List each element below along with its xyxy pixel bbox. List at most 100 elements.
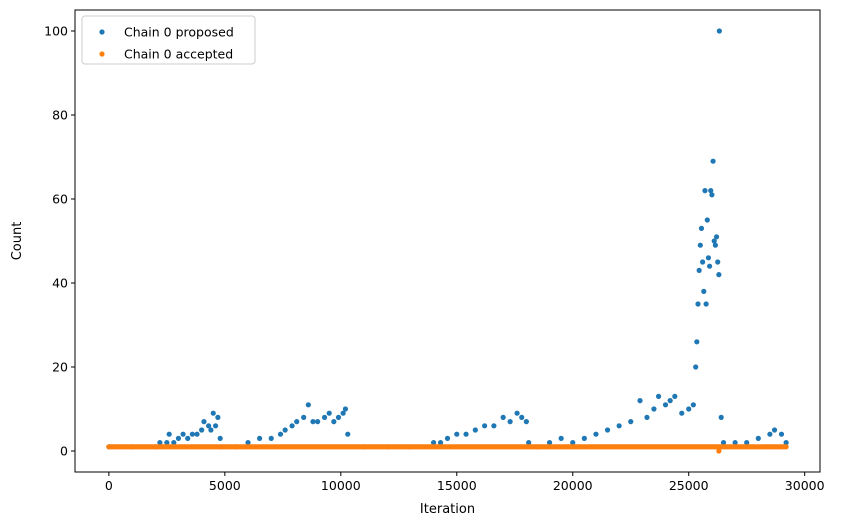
data-point-proposed (662, 402, 669, 408)
data-point-proposed (289, 423, 295, 429)
data-point-proposed (686, 406, 692, 412)
data-point-proposed (705, 255, 712, 261)
data-point-proposed (210, 410, 216, 416)
data-point-proposed (437, 440, 444, 446)
data-point-proposed (454, 431, 460, 437)
legend-marker (99, 29, 105, 35)
data-point-proposed (712, 242, 718, 248)
data-point-proposed (708, 188, 714, 194)
data-point-proposed (345, 431, 351, 437)
data-point-proposed (294, 419, 300, 425)
data-point-proposed (644, 414, 650, 420)
data-point-proposed (706, 263, 713, 269)
plot-frame (74, 9, 821, 473)
data-point-proposed (212, 423, 219, 429)
data-point-proposed (430, 440, 437, 446)
data-point-proposed (164, 440, 170, 446)
data-point-proposed (710, 158, 716, 164)
y-tick-label: 60 (52, 192, 68, 207)
data-point-proposed (702, 188, 708, 194)
y-tick-label: 0 (60, 444, 68, 459)
data-point-proposed (180, 431, 186, 437)
data-point-proposed (711, 238, 717, 244)
data-point-proposed (257, 435, 263, 441)
data-point-proposed (194, 431, 200, 437)
data-point-proposed (704, 217, 710, 223)
y-axis-label: Count (10, 222, 25, 261)
data-point-proposed (713, 234, 720, 240)
data-point-proposed (321, 414, 328, 420)
data-point-proposed (157, 440, 163, 446)
data-point-proposed (700, 259, 706, 265)
data-point-proposed (616, 423, 622, 429)
data-point-proposed (185, 435, 191, 441)
y-tick-label: 80 (52, 108, 68, 123)
data-point-proposed (716, 272, 722, 278)
data-point-proposed (482, 423, 488, 429)
data-point-proposed (697, 242, 703, 248)
data-point-proposed (268, 435, 274, 441)
x-axis-label: Iteration (420, 502, 475, 517)
data-point-proposed (778, 431, 785, 437)
data-point-proposed (667, 398, 673, 404)
data-point-proposed (755, 435, 761, 441)
data-point-proposed (679, 410, 685, 416)
plot-area (106, 28, 789, 454)
data-point-proposed (744, 440, 750, 446)
series-accepted (106, 444, 789, 454)
data-point-proposed (732, 440, 738, 446)
x-tick-label: 10000 (321, 478, 361, 493)
data-point-proposed (171, 440, 177, 446)
x-tick-label: 30000 (785, 478, 825, 493)
data-point-proposed (709, 192, 715, 198)
data-point-proposed (655, 393, 662, 399)
data-point-proposed (315, 419, 321, 425)
data-point-proposed (491, 423, 497, 429)
data-point-proposed (201, 419, 207, 425)
data-point-proposed (282, 427, 288, 433)
data-point-proposed (698, 225, 705, 231)
data-point-proposed (507, 419, 513, 425)
data-point-proposed (771, 427, 778, 433)
data-point-proposed (637, 398, 643, 404)
data-point-proposed (342, 406, 349, 412)
data-point-proposed (767, 431, 773, 437)
axes: 0 5000 10000 15000 20000 25000 30000 0 20 40 60 80 1… (10, 9, 825, 517)
legend: Chain 0 proposed Chain 0 accepted (81, 15, 256, 65)
y-tick-label: 40 (52, 276, 68, 291)
data-point-proposed (208, 427, 214, 433)
data-point-proposed (651, 406, 657, 412)
data-point-proposed (472, 427, 478, 433)
data-point-proposed (581, 435, 587, 441)
x-tick-label: 25000 (669, 478, 709, 493)
data-point-proposed (526, 440, 532, 446)
legend-label: Chain 0 proposed (124, 25, 234, 40)
legend-label: Chain 0 accepted (124, 47, 233, 62)
data-point-proposed (593, 431, 599, 437)
data-point-proposed (716, 28, 722, 34)
data-point-proposed (694, 339, 700, 345)
y-tick-label: 100 (44, 24, 68, 39)
data-point-proposed (628, 419, 634, 425)
data-point-proposed (695, 301, 701, 307)
legend-marker (99, 51, 105, 57)
data-point-proposed (215, 414, 221, 420)
x-tick-label: 15000 (437, 478, 477, 493)
data-point-proposed (217, 435, 223, 441)
data-point-proposed (335, 414, 342, 420)
data-point-proposed (500, 414, 506, 420)
data-point-proposed (326, 410, 332, 416)
x-tick-label: 5000 (209, 478, 241, 493)
data-point-proposed (301, 414, 307, 420)
data-point-proposed (205, 423, 212, 429)
data-point-proposed (693, 364, 699, 370)
data-point-proposed (558, 435, 564, 441)
data-point-proposed (570, 440, 576, 446)
data-point-proposed (514, 410, 520, 416)
data-point-proposed (519, 414, 525, 420)
data-point-proposed (166, 431, 172, 437)
data-point-proposed (340, 410, 346, 416)
data-point-proposed (690, 402, 696, 408)
data-point-proposed (199, 427, 205, 433)
